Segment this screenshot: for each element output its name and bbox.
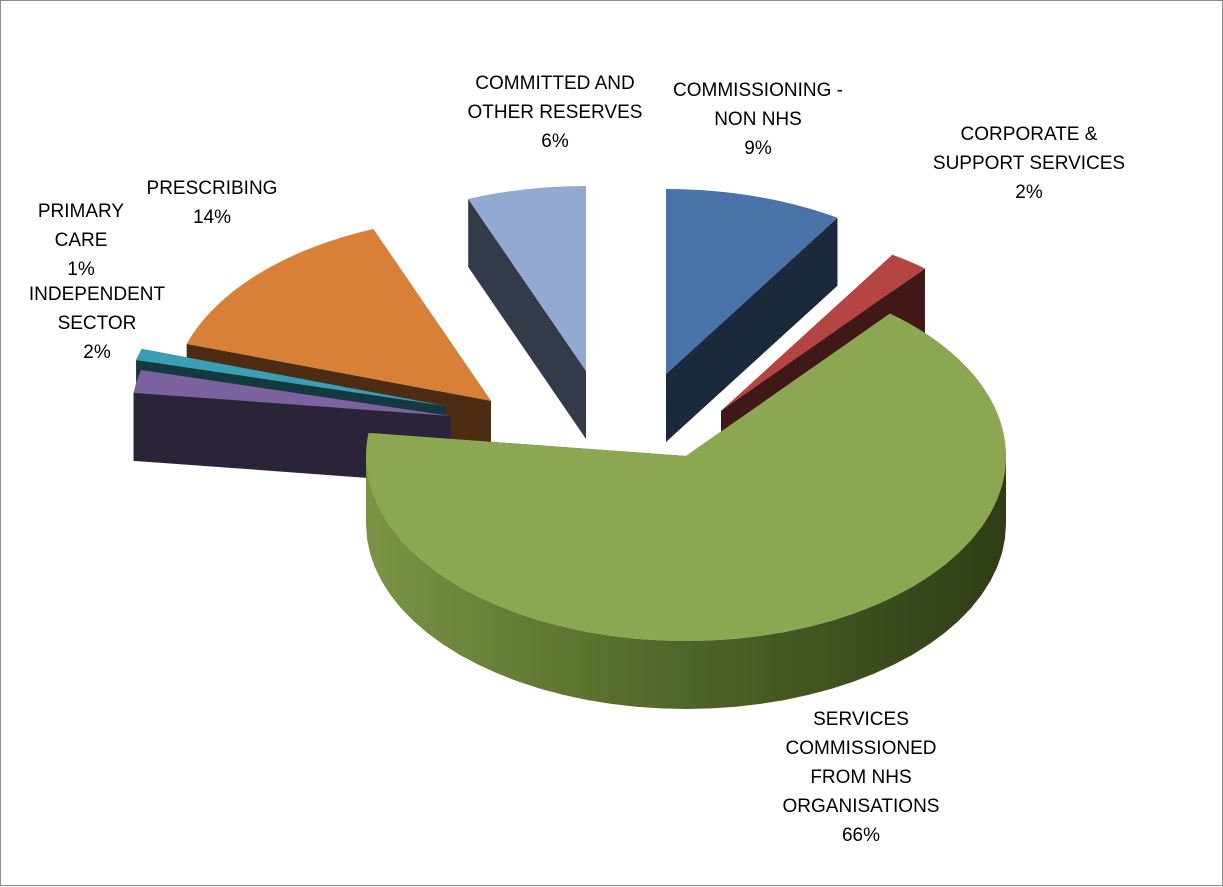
pie-slice-wall-commissioning-non-nhs-1 xyxy=(666,217,838,442)
slice-label-services-commissioned-from-nhs-organisations: SERVICES COMMISSIONED FROM NHS ORGANISATION… xyxy=(783,709,940,846)
pie-tops xyxy=(133,186,1007,641)
slice-label-commissioning-non-nhs: COMMISSIONING -NON NHS 9% xyxy=(673,80,843,159)
pie-slice-committed-and-other-reserves xyxy=(468,186,586,371)
pie-slice-commissioning-non-nhs xyxy=(666,189,838,374)
pie-slice-independent-sector xyxy=(133,369,451,416)
slice-label-corporate-and-support-services: CORPORATE & SUPPORT SERVICES 2% xyxy=(933,124,1125,203)
pie-labels: COMMISSIONING -NON NHS 9% CORPORATE & SUPPO… xyxy=(29,73,1125,846)
pie-slice-corporate-and-support-services xyxy=(721,254,925,411)
pie-slice-side-services-commissioned-from-nhs-organisations-0 xyxy=(366,456,1006,709)
pie-slice-primary-care xyxy=(136,348,446,406)
pie-slice-services-commissioned-from-nhs-organisations xyxy=(365,313,1007,641)
slice-label-independent-sector: INDEPENDENT SECTOR 2% xyxy=(29,284,166,363)
pie-slice-prescribing xyxy=(186,228,491,401)
pie-slice-wall-committed-and-other-reserves-0 xyxy=(468,198,586,439)
slice-label-committed-and-other-reserves: COMMITTED AND OTHER RESERVES 6% xyxy=(468,73,643,152)
slice-label-primary-care: PRIMARY CARE 1% xyxy=(38,201,125,280)
slice-label-prescribing: PRESCRIBING 14% xyxy=(147,178,278,228)
